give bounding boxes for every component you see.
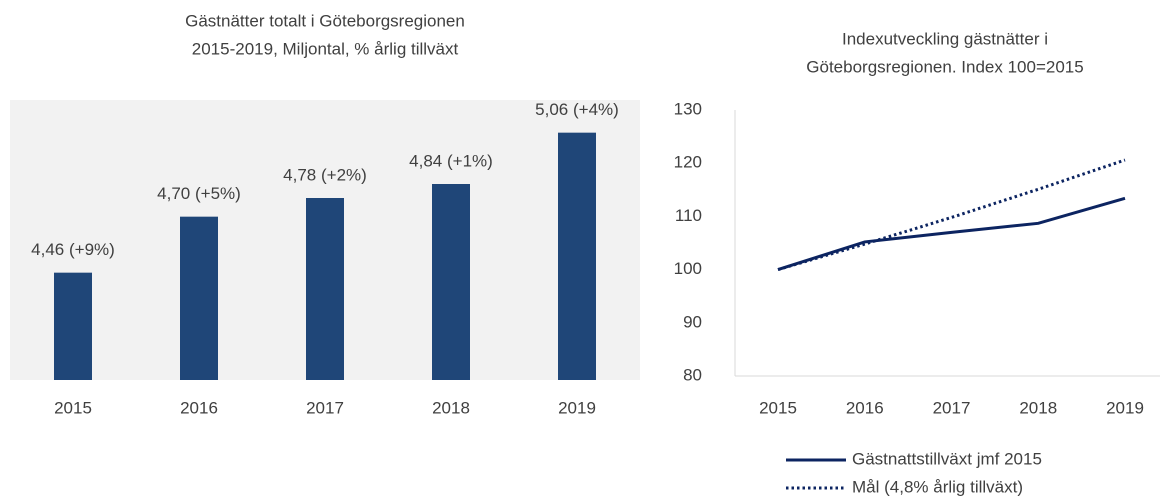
y-tick-label: 110	[675, 206, 702, 225]
x-tick-label: 2017	[933, 398, 971, 417]
x-tick-label: 2016	[180, 398, 218, 417]
y-tick-label: 130	[674, 99, 702, 118]
y-tick-label: 100	[674, 259, 702, 278]
x-tick-label: 2018	[1019, 398, 1057, 417]
x-tick-label: 2018	[432, 398, 470, 417]
x-tick-label: 2015	[759, 398, 797, 417]
line-series	[777, 196, 1126, 272]
data-label: 5,06 (+4%)	[535, 100, 619, 119]
data-label: 4,84 (+1%)	[409, 151, 493, 170]
x-tick-label: 2017	[306, 398, 344, 417]
x-tick-label: 2015	[54, 398, 92, 417]
chart-title: Göteborgsregionen. Index 100=2015	[806, 57, 1083, 76]
data-label: 4,46 (+9%)	[31, 240, 115, 259]
bar	[306, 198, 344, 380]
y-tick-label: 90	[683, 312, 702, 331]
x-tick-label: 2016	[846, 398, 884, 417]
data-label: 4,78 (+2%)	[283, 165, 367, 184]
bar	[54, 272, 92, 380]
y-tick-label: 120	[674, 153, 702, 172]
data-label: 4,70 (+5%)	[157, 184, 241, 203]
legend-label: Mål (4,8% årlig tillväxt)	[852, 477, 1023, 496]
chart-title: Indexutveckling gästnätter i	[842, 29, 1048, 48]
bar	[558, 132, 596, 380]
legend-label: Gästnattstillväxt jmf 2015	[852, 449, 1042, 468]
x-tick-label: 2019	[1106, 398, 1144, 417]
bar	[180, 216, 218, 380]
bar	[432, 184, 470, 380]
y-tick-label: 80	[683, 365, 702, 384]
chart-title: 2015-2019, Miljontal, % årlig tillväxt	[192, 39, 459, 58]
chart-title: Gästnätter totalt i Göteborgsregionen	[185, 11, 465, 30]
x-tick-label: 2019	[558, 398, 596, 417]
line-series	[777, 158, 1126, 272]
